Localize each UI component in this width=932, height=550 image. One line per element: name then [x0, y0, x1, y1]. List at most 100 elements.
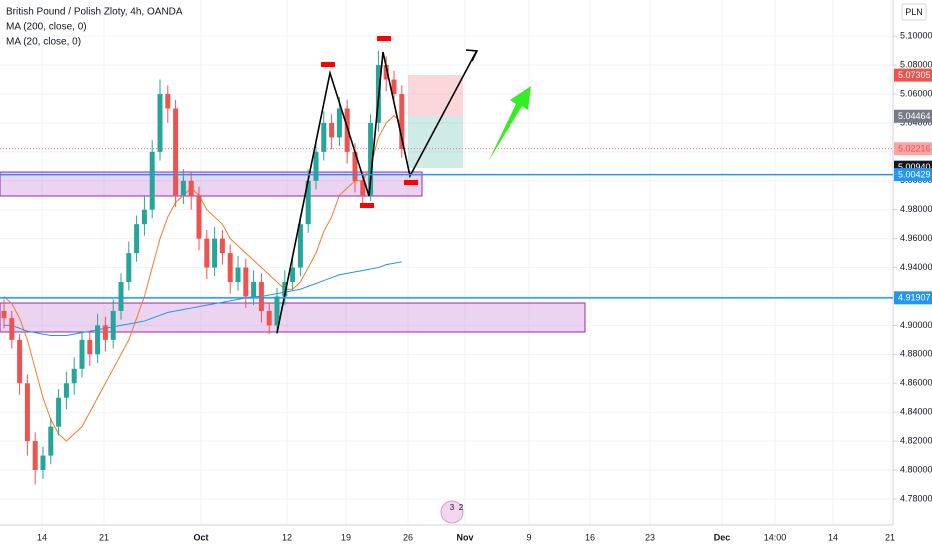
event-count[interactable]: 3 — [450, 503, 455, 512]
candle-body — [344, 108, 350, 152]
y-tick-label: 4.80000 — [900, 464, 932, 474]
candle-body — [383, 65, 389, 80]
x-tick-label: 9 — [526, 532, 531, 542]
x-tick-label: 26 — [403, 532, 413, 542]
candle-body — [118, 282, 124, 311]
candle-body — [235, 267, 241, 283]
marker — [321, 62, 335, 67]
y-tick-label: 4.90000 — [900, 320, 932, 330]
candle-body — [48, 426, 54, 456]
candle-body — [329, 122, 335, 138]
candle-body — [321, 122, 327, 152]
candle-body — [212, 238, 218, 268]
price-label-box — [894, 142, 932, 156]
y-tick-label: 5.06000 — [900, 88, 932, 98]
x-tick-label: 23 — [645, 532, 655, 542]
candle-body — [290, 267, 296, 283]
candle-body — [134, 224, 140, 254]
price-label-box — [894, 68, 932, 82]
candle-body — [149, 151, 155, 210]
candle-body — [173, 108, 179, 196]
y-tick-label: 4.88000 — [900, 349, 932, 359]
candle-body — [102, 325, 108, 340]
indicator-label: MA (200, close, 0) — [6, 22, 87, 33]
chart-title: British Pound / Polish Zloty, 4h, OANDA — [6, 7, 183, 18]
events-icon[interactable] — [440, 500, 464, 524]
candle-body — [368, 122, 374, 196]
indicator-label: MA (20, close, 0) — [6, 37, 81, 48]
candle-body — [243, 267, 249, 297]
candle-body — [391, 79, 397, 95]
candle-body — [32, 441, 38, 471]
candle-body — [180, 180, 186, 196]
x-tick-label: 16 — [585, 532, 595, 542]
grid — [0, 0, 893, 525]
candle-body — [141, 209, 147, 225]
zone — [0, 171, 423, 197]
candle-body — [87, 339, 93, 355]
currency-label[interactable]: PLN — [905, 7, 923, 17]
candle-body — [266, 310, 272, 326]
candle-body — [352, 151, 358, 181]
y-tick-label: 4.98000 — [900, 204, 932, 214]
candle-body — [297, 224, 303, 268]
price-label-box — [894, 109, 932, 123]
price-label: 5.00940 — [898, 162, 931, 172]
x-tick-label: Nov — [456, 532, 473, 542]
candle-body — [71, 368, 77, 384]
candle-body — [258, 282, 264, 311]
candle-body — [188, 180, 194, 196]
candle-body — [24, 383, 30, 442]
x-tick-label: 21 — [885, 532, 895, 542]
candle-body — [274, 296, 280, 326]
y-tick-label: 4.86000 — [900, 378, 932, 388]
price-label: 5.00429 — [898, 169, 931, 179]
price-label-box — [894, 291, 932, 305]
price-label: 5.04464 — [898, 111, 931, 121]
candle-body — [360, 180, 366, 196]
arrow-head — [465, 49, 479, 62]
price-label: 4.91907 — [898, 293, 931, 303]
candle-body — [63, 383, 69, 398]
x-tick-label: 19 — [341, 532, 351, 542]
candle-body — [227, 253, 233, 283]
marker — [404, 180, 418, 185]
candle-body — [95, 325, 101, 355]
candle-body — [165, 94, 171, 109]
candle-body — [336, 108, 342, 138]
candle-body — [56, 397, 62, 427]
event-count[interactable]: 2 — [459, 503, 464, 512]
candle-body — [40, 455, 46, 471]
candle-body — [305, 180, 311, 225]
moving-average — [3, 115, 403, 442]
x-tick-label: 21 — [99, 532, 109, 542]
price-label: 5.02216 — [898, 144, 931, 154]
x-tick-label: 14:00 — [764, 532, 787, 542]
moving-average — [4, 261, 402, 337]
y-tick-label: 4.96000 — [900, 233, 932, 243]
candle-body — [204, 238, 210, 268]
candle-body — [126, 253, 132, 283]
zone — [0, 302, 586, 333]
currency-button[interactable] — [901, 3, 927, 21]
x-tick-label: 14 — [37, 532, 47, 542]
y-tick-label: 4.94000 — [900, 262, 932, 272]
y-tick-label: 4.78000 — [900, 493, 932, 503]
pattern-line — [276, 51, 477, 334]
y-tick-label: 4.82000 — [900, 435, 932, 445]
candle-body — [313, 151, 319, 181]
candle-body — [79, 339, 85, 369]
candle-body — [17, 339, 23, 384]
x-tick-label: 14 — [828, 532, 838, 542]
y-tick-label: 5.08000 — [900, 59, 932, 69]
candle-body — [196, 195, 202, 239]
price-label: 5.07305 — [898, 70, 931, 80]
x-tick-label: Dec — [714, 532, 731, 542]
y-tick-label: 5.10000 — [900, 31, 932, 41]
candle-body — [157, 94, 163, 152]
candle-body — [251, 282, 257, 297]
reward-box — [408, 116, 463, 168]
marker — [377, 36, 391, 41]
marker — [360, 203, 374, 208]
